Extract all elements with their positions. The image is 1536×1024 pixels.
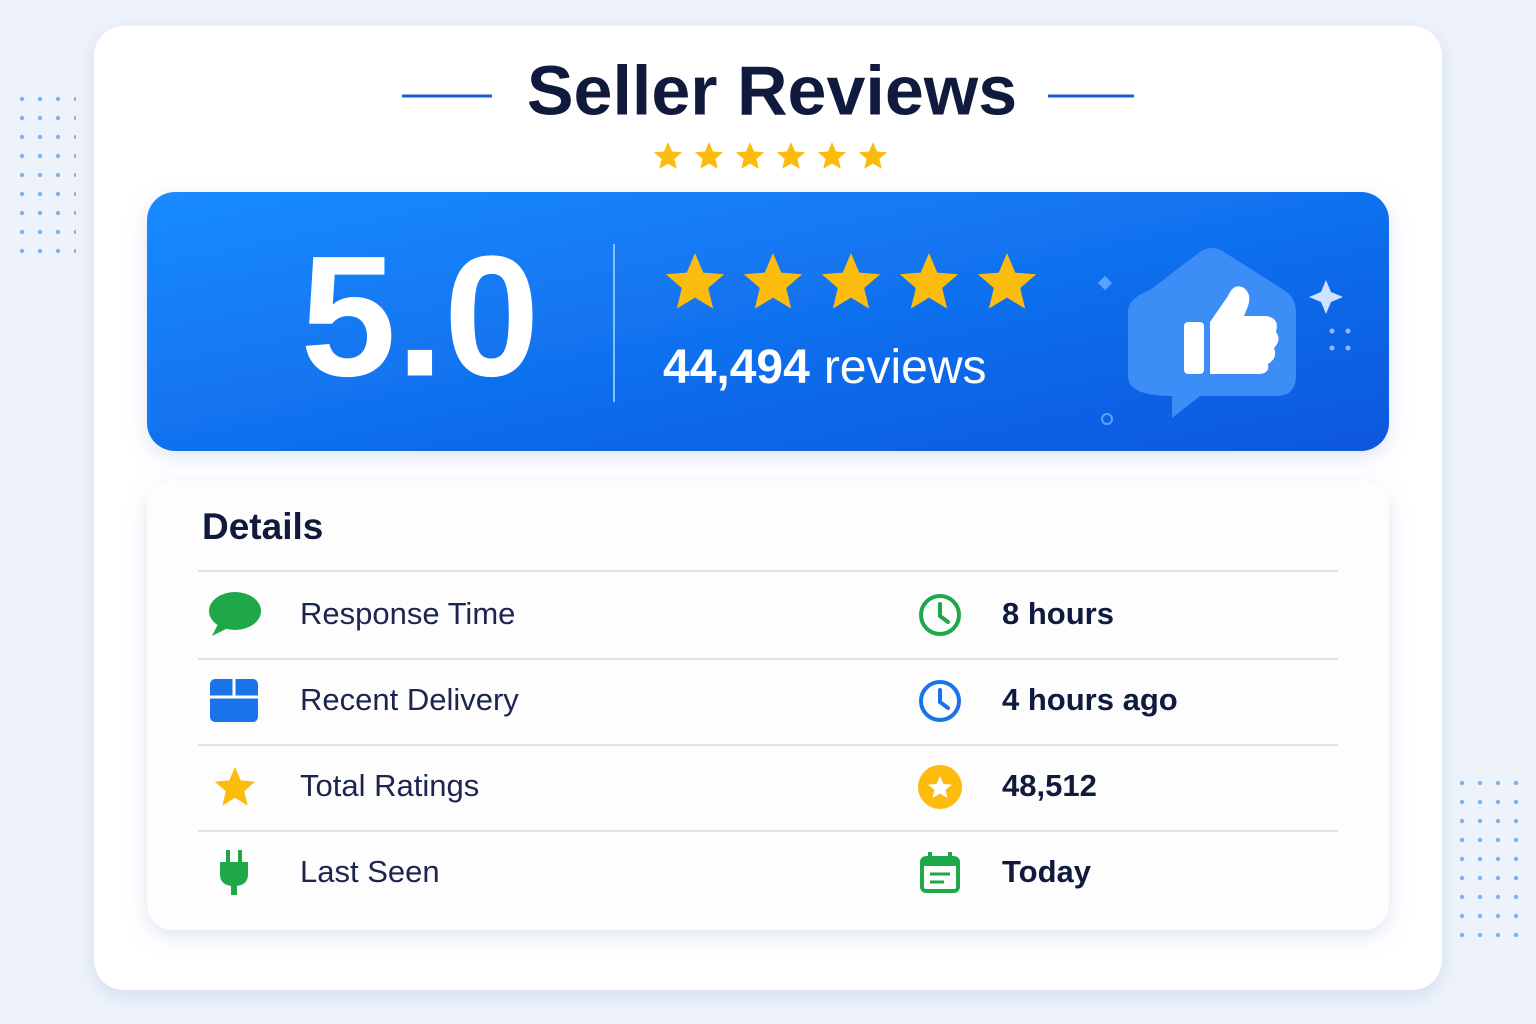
detail-value: 8 hours [1002,596,1114,631]
detail-label: Recent Delivery [300,682,519,717]
rating-banner [147,192,1389,451]
detail-row: Last Seen Today [220,850,1092,895]
row-dividers [198,570,1338,832]
review-count-line: 44,494 reviews [663,341,987,394]
rating-value: 5.0 [300,220,539,412]
decor-dots [1460,774,1530,938]
details-title: Details [202,506,323,547]
detail-row: Response Time 8 hours [209,592,1114,636]
detail-value: 4 hours ago [1002,682,1178,717]
chat-icon [209,592,261,636]
detail-value: 48,512 [1002,768,1097,803]
detail-row: Total Ratings 48,512 [214,765,1097,809]
clock-icon [919,594,961,636]
page-title: Seller Reviews [527,51,1017,129]
details-panel [147,481,1389,930]
clock-icon [919,680,961,722]
decor-dots [6,92,76,256]
thumbs-up-badge [1097,248,1351,425]
star-badge-icon [918,765,962,809]
detail-value: Today [1002,854,1092,889]
review-count: 44,494 [663,341,810,394]
detail-label: Total Ratings [300,768,479,803]
detail-label: Response Time [300,596,515,631]
calendar-icon [920,852,960,893]
review-word: reviews [824,341,987,394]
box-icon [210,679,258,722]
plug-icon [220,850,248,895]
detail-label: Last Seen [300,854,440,889]
detail-row: Recent Delivery 4 hours ago [210,679,1178,722]
